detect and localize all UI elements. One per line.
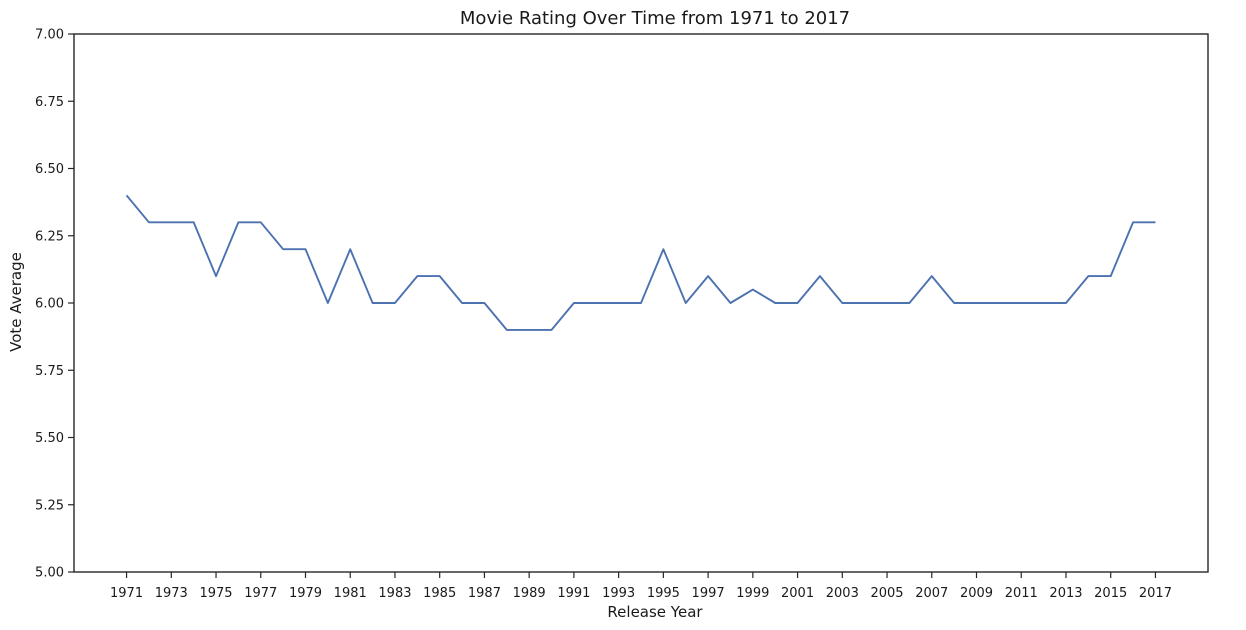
x-tick-label: 1991	[557, 586, 590, 601]
x-tick-label: 1995	[647, 586, 680, 601]
x-tick-label: 2009	[960, 586, 993, 601]
series-group	[125, 194, 1156, 331]
x-tick-label: 1981	[334, 586, 367, 601]
y-tick-label: 7.00	[35, 28, 64, 43]
y-axis-label: Vote Average	[7, 252, 25, 352]
x-tick-label: 1983	[378, 586, 411, 601]
plot-frame	[73, 33, 1209, 573]
x-tick-label: 1999	[736, 586, 769, 601]
x-tick-label: 1979	[289, 586, 322, 601]
y-tick-label: 6.25	[35, 229, 64, 244]
x-tick-label: 2001	[781, 586, 814, 601]
x-tick-label: 1971	[110, 586, 143, 601]
x-tick-label: 1975	[199, 586, 232, 601]
y-tick-label: 5.00	[35, 566, 64, 581]
x-tick-label: 1985	[423, 586, 456, 601]
y-tick-label: 6.00	[35, 297, 64, 312]
x-tick-label: 1997	[692, 586, 725, 601]
x-tick-label: 1993	[602, 586, 635, 601]
x-tick-label: 2003	[826, 586, 859, 601]
x-tick-label: 1989	[513, 586, 546, 601]
y-tick-label: 5.75	[35, 364, 64, 379]
y-tick-label: 6.50	[35, 162, 64, 177]
y-tick-label: 5.50	[35, 431, 64, 446]
y-axis: 5.00 5.25 5.50 5.75 6.00 6.25 6.50 6.75 7.00	[35, 28, 74, 581]
x-tick-label: 1977	[244, 586, 277, 601]
x-tick-label: 2013	[1049, 586, 1082, 601]
x-tick-label: 2017	[1139, 586, 1172, 601]
x-axis-label: Release Year	[607, 603, 703, 621]
y-tick-label: 6.75	[35, 95, 64, 110]
x-tick-label: 2015	[1094, 586, 1127, 601]
y-tick-label: 5.25	[35, 498, 64, 513]
x-tick-label: 2005	[870, 586, 903, 601]
x-tick-label: 1973	[155, 586, 188, 601]
x-tick-label: 1987	[468, 586, 501, 601]
chart-title: Movie Rating Over Time from 1971 to 2017	[460, 8, 850, 29]
x-axis: 1971 1973 1975 1977 1979 1981 1983 1985 1987 1989…	[110, 572, 1172, 601]
x-tick-label: 2007	[915, 586, 948, 601]
series-line-0	[125, 194, 1156, 331]
x-tick-label: 2011	[1005, 586, 1038, 601]
